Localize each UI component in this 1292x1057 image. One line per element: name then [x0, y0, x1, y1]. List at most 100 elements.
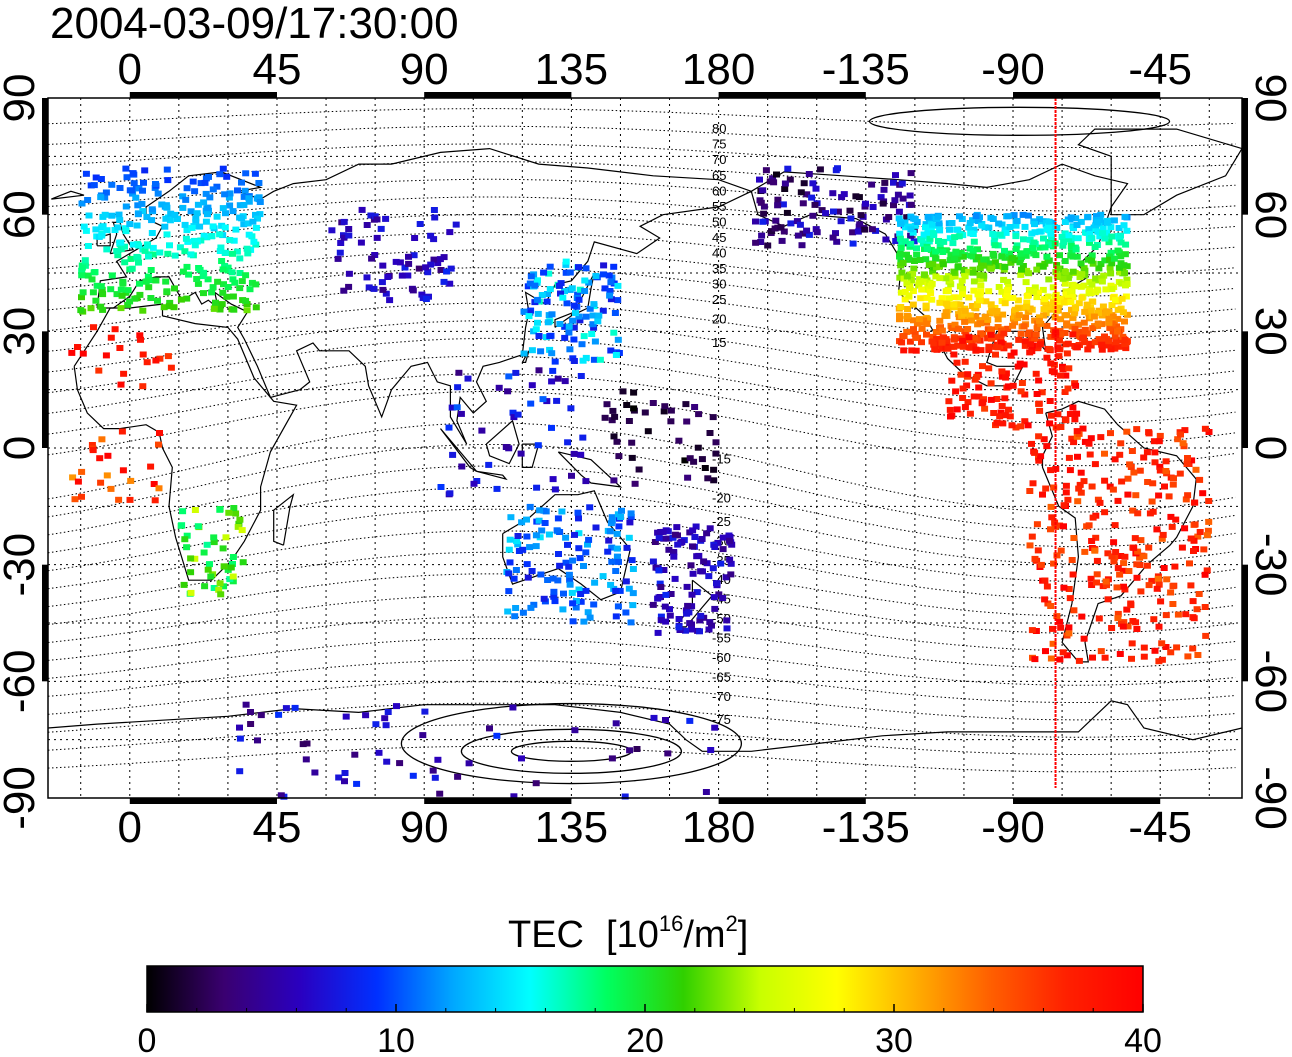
tec-point — [612, 352, 620, 358]
tec-point — [192, 219, 200, 226]
tec-point — [961, 273, 969, 280]
tec-point — [1123, 606, 1131, 613]
tec-point — [650, 714, 658, 721]
tec-point — [1127, 600, 1135, 607]
tec-point — [427, 232, 435, 239]
tec-point — [534, 442, 542, 449]
tec-point — [1115, 264, 1123, 271]
tec-point — [910, 265, 918, 272]
tec-point — [210, 305, 218, 312]
tec-point — [229, 561, 236, 567]
tec-point — [534, 319, 541, 326]
tec-point — [1078, 294, 1086, 301]
tec-point — [1145, 544, 1153, 551]
tec-point — [1061, 280, 1069, 287]
tec-point — [1109, 328, 1117, 335]
tec-point — [563, 300, 571, 307]
x-tick-label-bottom: 180 — [682, 803, 755, 852]
tec-point — [614, 297, 622, 304]
tec-point — [1034, 289, 1042, 296]
tec-point — [147, 295, 155, 301]
tec-point — [1161, 483, 1168, 490]
tec-point — [1134, 548, 1142, 555]
tec-point — [978, 222, 986, 229]
tec-point — [185, 271, 193, 278]
tec-point — [171, 252, 179, 259]
tec-point — [950, 301, 958, 308]
tec-point — [628, 439, 636, 446]
tec-point — [525, 313, 533, 320]
tec-point — [410, 252, 418, 259]
tec-point — [649, 400, 657, 406]
tec-point — [132, 194, 140, 201]
tec-point — [229, 250, 236, 257]
tec-point — [335, 774, 343, 781]
tec-point — [970, 278, 978, 285]
tec-point — [1085, 226, 1093, 233]
tec-point — [970, 226, 978, 233]
tec-point — [1064, 385, 1072, 392]
tec-point — [1115, 225, 1123, 231]
tec-point — [935, 220, 943, 227]
tec-point — [117, 305, 125, 312]
tec-point — [252, 304, 260, 311]
contour-label: 70 — [712, 152, 726, 167]
tec-point — [311, 769, 319, 776]
tec-point — [909, 229, 917, 236]
tec-point — [667, 407, 675, 414]
tec-point — [219, 205, 227, 212]
tec-point — [1151, 647, 1159, 654]
tec-point — [1112, 297, 1119, 304]
tec-point — [816, 166, 824, 173]
tec-point — [1122, 282, 1129, 289]
tec-point — [631, 480, 639, 487]
tec-point — [1022, 252, 1030, 259]
tec-point — [998, 368, 1006, 375]
tec-point — [236, 255, 244, 262]
tec-point — [1080, 478, 1088, 485]
tec-point — [82, 227, 90, 234]
tec-point — [1191, 499, 1199, 506]
tec-point — [1057, 624, 1065, 631]
tec-point — [686, 455, 694, 462]
tec-point — [365, 284, 373, 291]
tec-point — [595, 312, 603, 319]
tec-point — [612, 568, 620, 574]
tec-point — [1110, 558, 1118, 565]
y-tick-label-left: 30 — [0, 307, 44, 356]
tec-point — [561, 288, 568, 295]
tec-point — [1136, 554, 1144, 561]
tec-point — [156, 355, 164, 362]
tec-point — [1104, 596, 1112, 603]
tec-point — [1069, 253, 1077, 260]
tec-point — [787, 220, 795, 227]
tec-point — [1017, 330, 1025, 337]
tec-point — [667, 591, 675, 597]
tec-point — [216, 231, 224, 238]
tec-point — [1087, 575, 1095, 582]
tec-point — [961, 404, 969, 411]
tec-point — [1027, 341, 1035, 348]
y-tick-label-left: 60 — [0, 190, 44, 239]
tec-point — [798, 242, 806, 249]
tec-point — [1108, 302, 1116, 309]
x-tick-label-bottom: 90 — [400, 803, 449, 852]
tec-point — [139, 187, 146, 194]
tec-point — [998, 288, 1006, 295]
tec-point — [1010, 212, 1018, 219]
tec-point — [107, 485, 115, 492]
tec-point — [1069, 571, 1077, 578]
tec-point — [164, 250, 172, 257]
tec-point — [577, 451, 585, 458]
tec-point — [238, 215, 246, 222]
tec-point — [1004, 383, 1012, 390]
tec-point — [194, 523, 202, 530]
tec-point — [1120, 560, 1128, 567]
tec-point — [948, 377, 956, 384]
tec-point — [544, 291, 551, 297]
tec-point — [625, 534, 633, 541]
tec-point — [1107, 224, 1115, 231]
tec-point — [236, 516, 244, 523]
tec-point — [1205, 518, 1213, 525]
tec-point — [1101, 333, 1108, 340]
